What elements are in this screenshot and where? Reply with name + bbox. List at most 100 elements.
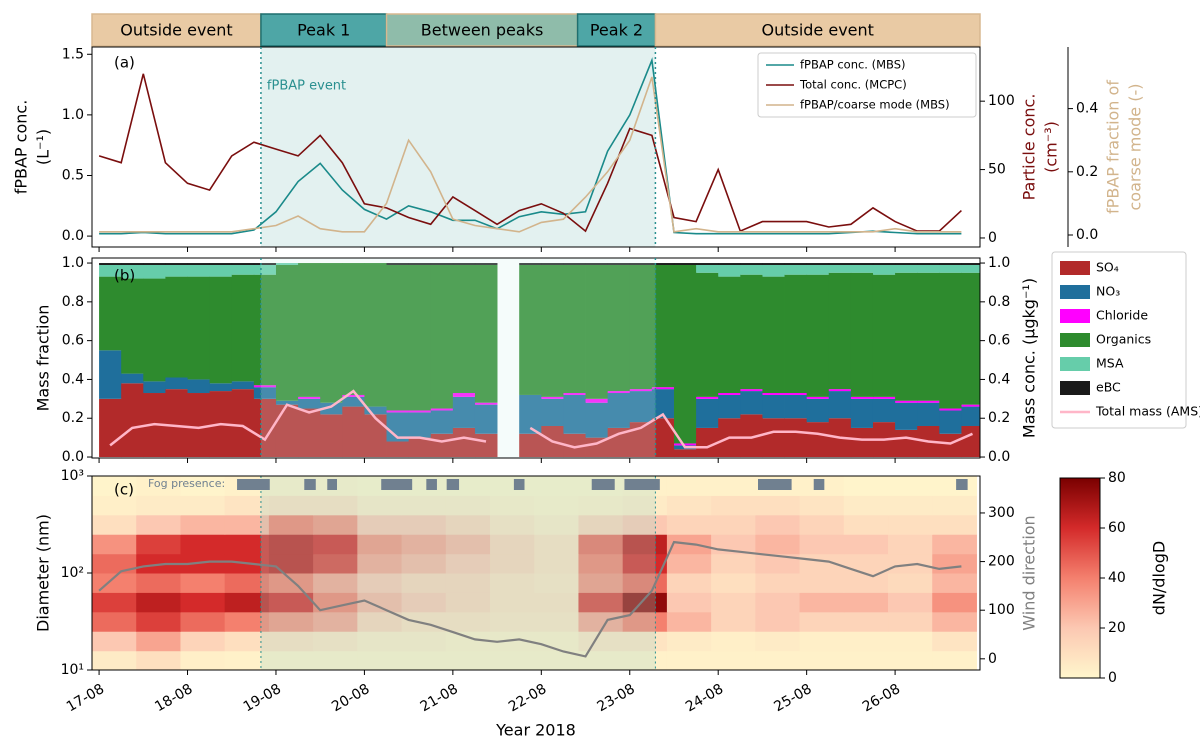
y-tick-label: 300 xyxy=(988,505,1015,521)
heat-cell xyxy=(490,611,535,632)
bar-segment xyxy=(961,264,980,273)
bar-segment xyxy=(917,402,940,426)
heat-cell xyxy=(136,553,181,574)
heat-cell xyxy=(799,631,845,652)
heat-cell xyxy=(224,514,270,535)
frame xyxy=(91,257,981,459)
bar-segment xyxy=(740,264,763,275)
heat-cell xyxy=(490,534,535,555)
bar-segment xyxy=(872,263,896,265)
heat-cell xyxy=(534,495,579,516)
bar-segment xyxy=(121,373,144,384)
legend-swatch xyxy=(1060,285,1090,299)
heat-cell xyxy=(268,611,314,632)
bar-segment xyxy=(364,406,387,415)
bar-segment xyxy=(364,263,387,407)
heat-cell xyxy=(622,611,668,632)
heat-cell xyxy=(180,573,226,593)
heat-cell xyxy=(578,573,624,593)
heat-cell xyxy=(843,553,889,574)
heat-cell xyxy=(180,495,226,516)
heat-cell xyxy=(578,534,624,555)
heat-cell xyxy=(534,611,579,632)
bar-segment xyxy=(850,272,874,397)
bar-segment xyxy=(99,264,122,277)
heat-cell xyxy=(843,573,889,593)
bar-segment xyxy=(342,394,365,397)
bar-segment xyxy=(850,398,874,428)
fog-label: Fog presence: xyxy=(148,477,225,490)
bar-segment xyxy=(784,418,808,458)
bar-segment xyxy=(386,264,410,411)
bar-segment xyxy=(143,263,166,265)
colorbar-tick-label: 0 xyxy=(1108,670,1117,686)
heat-cell xyxy=(711,514,756,535)
heat-cell xyxy=(534,476,579,496)
bar-segment xyxy=(408,264,432,411)
bar-segment xyxy=(231,389,255,458)
heat-cell xyxy=(490,495,535,516)
heat-cell xyxy=(92,611,137,632)
y-tick-label: 0.0 xyxy=(62,449,84,465)
bar-segment xyxy=(762,264,785,277)
fog-bar xyxy=(758,479,792,490)
heat-cell xyxy=(799,514,845,535)
heat-cell xyxy=(888,495,933,516)
heat-cell xyxy=(401,631,447,652)
heat-cell xyxy=(224,495,270,516)
bar-segment xyxy=(651,264,675,388)
axis-title: Mass fraction xyxy=(34,305,53,412)
bar-segment xyxy=(209,276,233,384)
bar-segment xyxy=(917,400,940,403)
bar-segment xyxy=(253,387,277,399)
heat-cell xyxy=(888,611,933,632)
heat-cell xyxy=(313,553,358,574)
bar-segment xyxy=(629,389,653,392)
x-tick-label: 21-08 xyxy=(418,681,461,715)
heat-cell xyxy=(578,631,624,652)
bar-segment xyxy=(585,264,609,399)
bar-segment xyxy=(563,433,586,458)
heat-cell xyxy=(534,514,579,535)
heat-cell xyxy=(357,514,403,535)
bar-segment xyxy=(961,404,980,407)
heat-cell xyxy=(445,573,491,593)
colorbar xyxy=(1059,477,1101,679)
axis-title: (cm⁻³) xyxy=(1042,121,1061,173)
bar-segment xyxy=(740,263,763,265)
heat-cell xyxy=(313,573,358,593)
x-tick-label: 17-08 xyxy=(64,681,107,715)
legend-swatch xyxy=(1060,381,1090,395)
y-tick-label: 0 xyxy=(988,230,997,246)
heat-cell xyxy=(666,495,712,516)
heat-cell xyxy=(534,534,579,555)
heat-cell xyxy=(92,553,137,574)
heat-cell xyxy=(136,592,181,613)
heat-cell xyxy=(888,631,933,652)
heat-cell xyxy=(357,631,403,652)
bar-segment xyxy=(673,264,697,444)
bar-segment xyxy=(342,396,365,407)
wind-line xyxy=(98,540,962,658)
heat-cell xyxy=(268,495,314,516)
bar-segment xyxy=(231,264,255,275)
event-label: Peak 2 xyxy=(590,21,643,40)
heat-cell xyxy=(666,650,712,670)
y-tick-label: 0.4 xyxy=(988,371,1010,387)
bar-segment xyxy=(298,408,321,458)
bar-segment xyxy=(696,263,719,265)
heat-cell xyxy=(622,553,668,574)
heat-cell xyxy=(180,553,226,574)
fog-bar xyxy=(426,479,437,490)
bar-segment xyxy=(408,263,432,265)
x-tick-label: 18-08 xyxy=(152,681,195,715)
bar-segment xyxy=(651,263,675,265)
fog-bar xyxy=(381,479,413,490)
bar-segment xyxy=(99,350,122,399)
series-line xyxy=(99,57,962,235)
bar-segment xyxy=(895,264,918,273)
bar-segment xyxy=(165,264,188,277)
y-tick-label: 50 xyxy=(988,162,1006,178)
heat-cell xyxy=(932,631,977,652)
bar-segment xyxy=(806,396,830,399)
